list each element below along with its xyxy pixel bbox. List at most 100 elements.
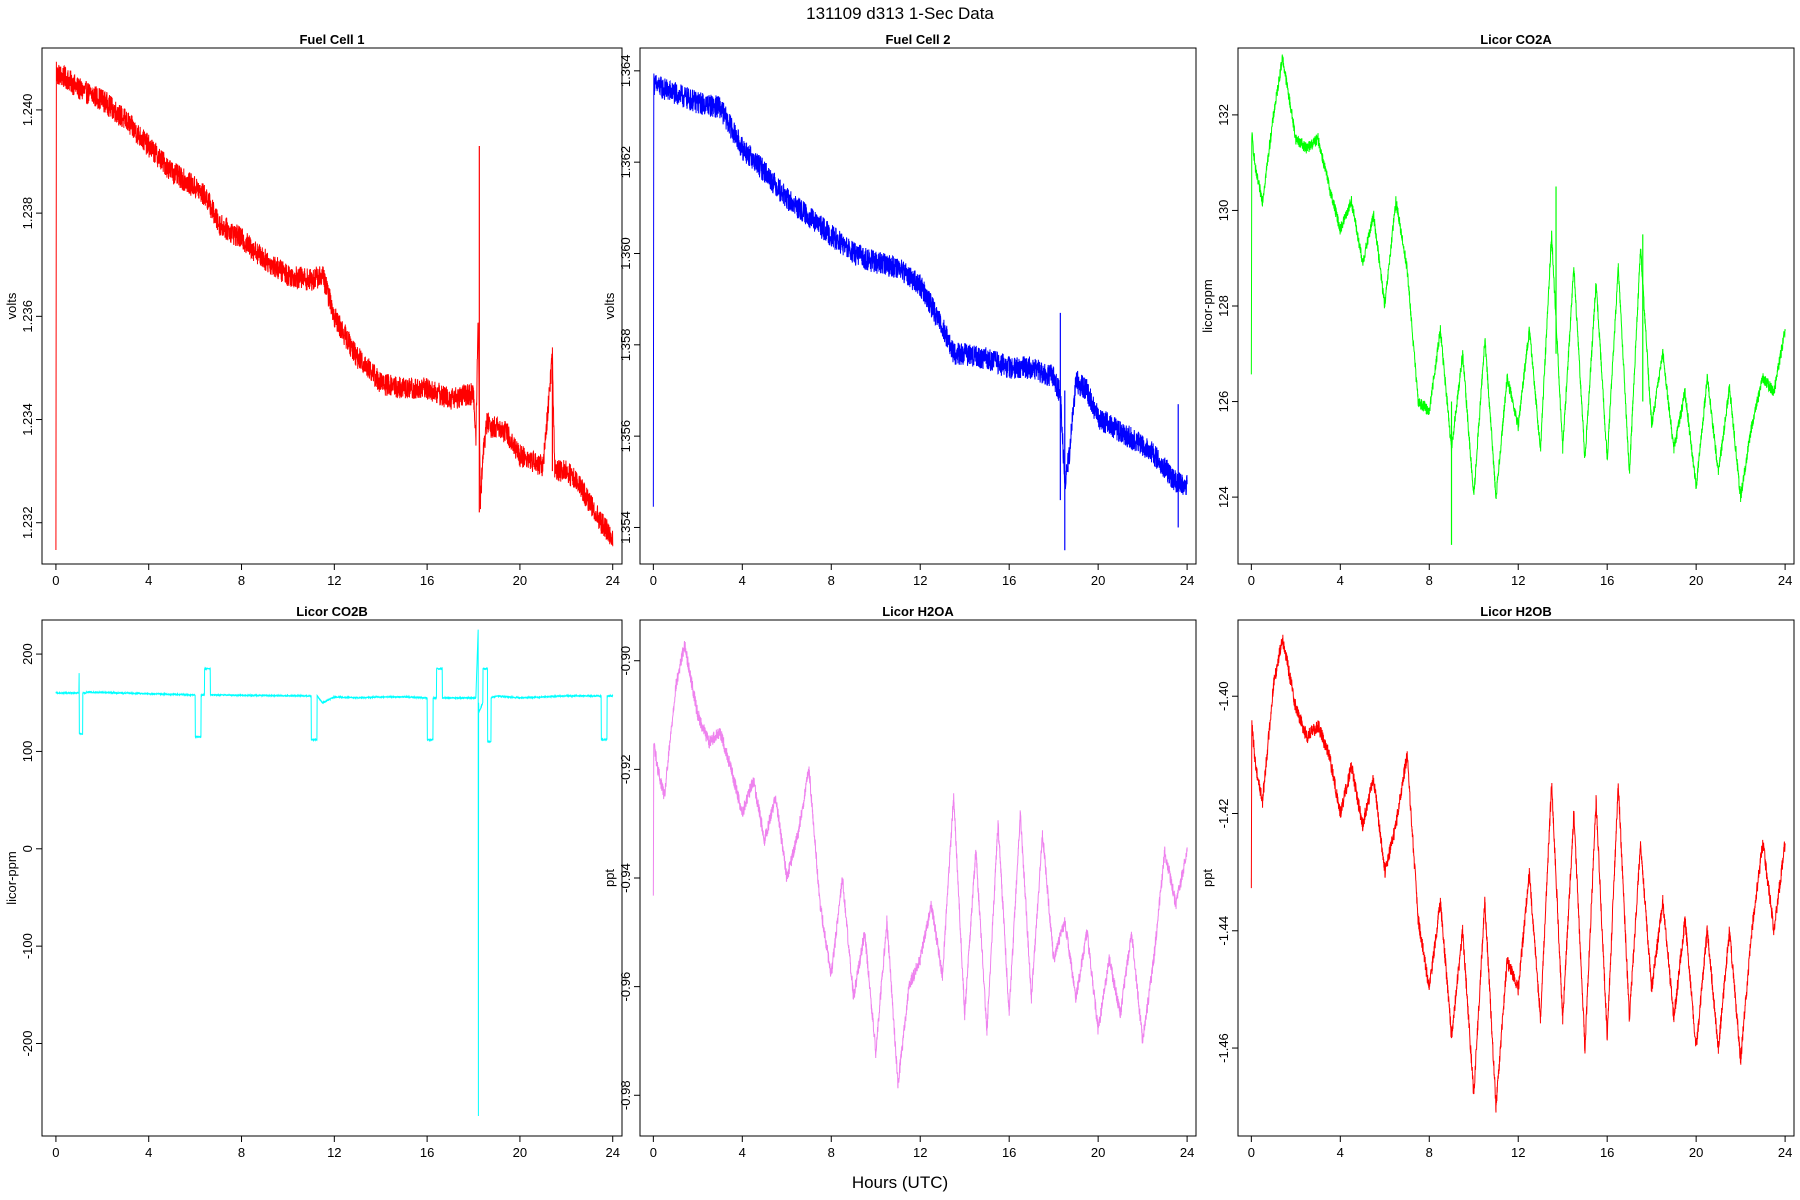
series-line	[652, 640, 1188, 1089]
x-tick-label: 20	[1689, 573, 1703, 588]
y-tick-label: 1.358	[618, 329, 633, 362]
y-tick-label: -0.92	[618, 755, 633, 785]
plot-frame	[1237, 619, 1795, 1137]
y-axis-label: volts	[4, 292, 19, 319]
y-tick-label: -1.42	[1216, 799, 1231, 829]
x-tick-label: 20	[1689, 1145, 1703, 1160]
plot-frame	[41, 619, 623, 1137]
panel-title: Fuel Cell 2	[885, 32, 950, 47]
chart-panel: Licor CO2A licor-ppm 0 4 8 12 16 20 24 124 126 128 1…	[1200, 32, 1795, 588]
x-tick-label: 0	[1248, 573, 1255, 588]
y-tick-label: -100	[20, 933, 35, 959]
x-tick-label: 12	[913, 573, 927, 588]
panel-title: Licor H2OB	[1480, 604, 1552, 619]
y-tick-label: -0.90	[618, 646, 633, 676]
figure-title: 131109 d313 1-Sec Data	[806, 4, 994, 23]
x-tick-label: 12	[913, 1145, 927, 1160]
x-tick-label: 12	[327, 573, 341, 588]
y-tick-label: 100	[20, 741, 35, 763]
x-tick-label: 8	[828, 1145, 835, 1160]
series-line	[55, 629, 614, 1116]
panels: Fuel Cell 1 volts 0 4 8 12 16 20 24 1.232 1.234 1.2…	[4, 32, 1795, 1160]
x-axis-title: Hours (UTC)	[852, 1173, 948, 1192]
y-tick-label: 130	[1216, 200, 1231, 222]
x-tick-label: 4	[1337, 1145, 1344, 1160]
x-tick-label: 0	[650, 573, 657, 588]
x-tick-label: 0	[650, 1145, 657, 1160]
panel-title: Licor H2OA	[882, 604, 954, 619]
y-tick-label: 1.238	[20, 197, 35, 230]
y-tick-label: -200	[20, 1030, 35, 1056]
plot-frame	[1237, 47, 1795, 565]
x-tick-label: 16	[1600, 1145, 1614, 1160]
x-tick-label: 8	[1426, 573, 1433, 588]
x-tick-label: 16	[1002, 573, 1016, 588]
x-tick-label: 24	[605, 1145, 619, 1160]
x-tick-label: 24	[605, 573, 619, 588]
plot-frame	[639, 47, 1197, 565]
x-tick-label: 8	[238, 1145, 245, 1160]
x-tick-label: 16	[1002, 1145, 1016, 1160]
x-tick-label: 8	[1426, 1145, 1433, 1160]
chart-panel: Licor H2OA ppt 0 4 8 12 16 20 24 -0.98 -0.96 -0.94 -…	[602, 604, 1197, 1160]
x-tick-label: 16	[420, 573, 434, 588]
plot-frame	[41, 47, 623, 565]
y-tick-label: -1.40	[1216, 681, 1231, 711]
y-tick-label: 1.354	[618, 511, 633, 544]
x-tick-label: 4	[739, 1145, 746, 1160]
panel-title: Licor CO2A	[1480, 32, 1552, 47]
x-tick-label: 4	[145, 573, 152, 588]
x-tick-label: 20	[513, 573, 527, 588]
x-tick-label: 8	[238, 573, 245, 588]
x-tick-label: 24	[1778, 1145, 1792, 1160]
x-tick-label: 24	[1778, 573, 1792, 588]
x-tick-label: 16	[420, 1145, 434, 1160]
y-axis-label: ppt	[1200, 869, 1215, 887]
y-tick-label: 200	[20, 643, 35, 665]
y-tick-label: 1.362	[618, 146, 633, 179]
y-tick-label: 1.236	[20, 300, 35, 333]
y-tick-label: 132	[1216, 104, 1231, 126]
x-tick-label: 20	[1091, 1145, 1105, 1160]
y-axis-label: licor-ppm	[1200, 279, 1215, 332]
y-tick-label: 124	[1216, 486, 1231, 508]
x-tick-label: 8	[828, 573, 835, 588]
y-tick-label: 1.364	[618, 55, 633, 88]
x-tick-label: 12	[1511, 573, 1525, 588]
x-tick-label: 12	[327, 1145, 341, 1160]
y-tick-label: 1.232	[20, 506, 35, 539]
x-tick-label: 4	[1337, 573, 1344, 588]
x-tick-label: 4	[739, 573, 746, 588]
x-tick-label: 12	[1511, 1145, 1525, 1160]
y-tick-label: -1.46	[1216, 1033, 1231, 1063]
series-line	[1250, 634, 1786, 1113]
y-tick-label: 126	[1216, 391, 1231, 413]
series-line	[55, 61, 614, 551]
y-tick-label: 1.356	[618, 420, 633, 453]
series-line	[652, 73, 1188, 507]
panel-title: Fuel Cell 1	[299, 32, 364, 47]
x-tick-label: 4	[145, 1145, 152, 1160]
chart-panel: Fuel Cell 1 volts 0 4 8 12 16 20 24 1.232 1.234 1.2…	[4, 32, 623, 588]
y-tick-label: -1.44	[1216, 916, 1231, 946]
x-tick-label: 24	[1180, 1145, 1194, 1160]
chart-panel: Fuel Cell 2 volts 0 4 8 12 16 20 24 1.354 1.356 1.3…	[602, 32, 1197, 588]
y-tick-label: -0.96	[618, 972, 633, 1002]
y-tick-label: -0.98	[618, 1080, 633, 1110]
x-tick-label: 24	[1180, 573, 1194, 588]
y-tick-label: 1.360	[618, 237, 633, 270]
x-tick-label: 0	[1248, 1145, 1255, 1160]
chart-panel: Licor H2OB ppt 0 4 8 12 16 20 24 -1.46 -1.44 -1.42 -…	[1200, 604, 1795, 1160]
y-tick-label: 128	[1216, 295, 1231, 317]
y-axis-label: ppt	[602, 869, 617, 887]
series-line	[1250, 54, 1786, 503]
x-tick-label: 16	[1600, 573, 1614, 588]
x-tick-label: 20	[1091, 573, 1105, 588]
plot-frame	[639, 619, 1197, 1137]
y-tick-label: -0.94	[618, 863, 633, 893]
y-axis-label: volts	[602, 292, 617, 319]
y-tick-label: 0	[20, 845, 35, 852]
x-tick-label: 0	[52, 1145, 59, 1160]
